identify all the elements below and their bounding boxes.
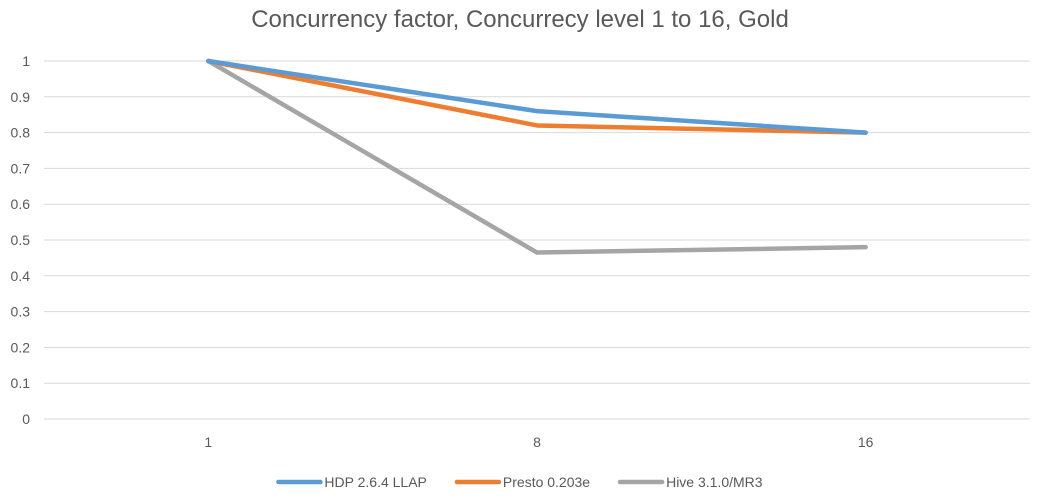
x-axis-ticks: 1 8 16 [204, 434, 873, 450]
legend-label: HDP 2.6.4 LLAP [324, 474, 426, 490]
y-tick-label: 0.7 [11, 160, 31, 176]
y-tick-label: 0.8 [11, 125, 31, 141]
series-line-presto-0-203e [206, 58, 868, 135]
y-axis-ticks: 0 0.1 0.2 0.3 0.4 0.5 0.6 0.7 0.8 0.9 1 [11, 53, 31, 427]
legend: HDP 2.6.4 LLAP Presto 0.203e Hive 3.1.0/MR… [276, 474, 763, 490]
y-tick-label: 0.5 [11, 232, 31, 248]
y-tick-label: 0.2 [11, 339, 31, 355]
legend-label: Presto 0.203e [503, 474, 590, 490]
x-tick-label: 8 [533, 434, 541, 450]
series-line-hdp-2-6-4-llap [206, 58, 868, 135]
y-tick-label: 0.9 [11, 89, 31, 105]
y-tick-label: 0.4 [11, 268, 31, 284]
series-line-hive-3-1-0-mr3 [206, 58, 868, 255]
y-tick-label: 0 [22, 411, 30, 427]
y-tick-label: 0.6 [11, 196, 31, 212]
chart-title: Concurrency factor, Concurrecy level 1 t… [251, 6, 789, 33]
x-tick-label: 1 [204, 434, 212, 450]
series-lines [206, 58, 868, 255]
y-tick-label: 1 [22, 53, 30, 69]
y-tick-label: 0.3 [11, 304, 31, 320]
y-tick-label: 0.1 [11, 375, 31, 391]
x-tick-label: 16 [858, 434, 874, 450]
gridlines [44, 60, 1030, 420]
legend-label: Hive 3.1.0/MR3 [666, 474, 763, 490]
